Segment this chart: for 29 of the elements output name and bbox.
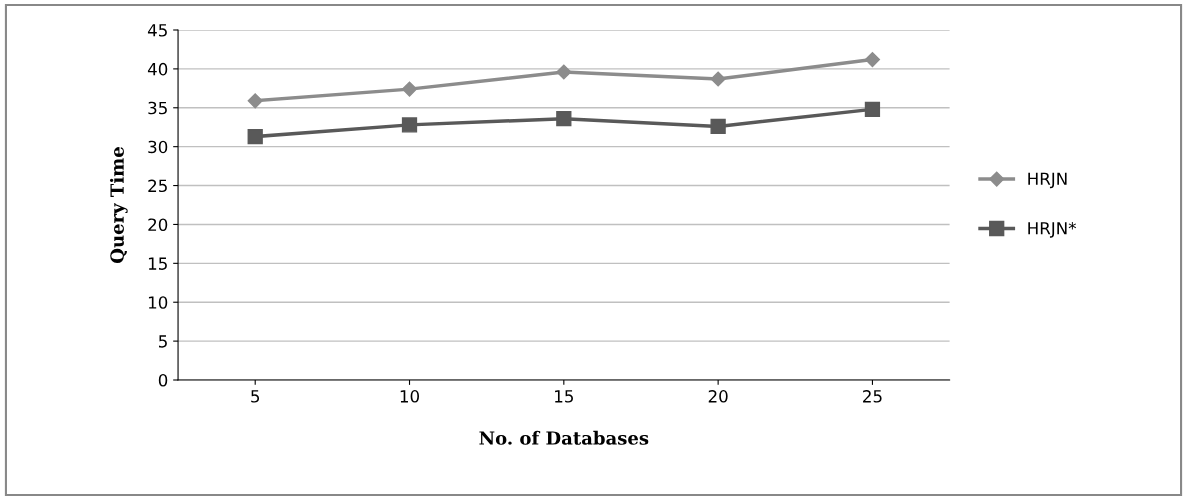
point	[401, 81, 418, 97]
y-tick-label: 15	[148, 257, 167, 270]
point	[710, 118, 726, 135]
x-axis-title: No. of Databases	[479, 430, 649, 445]
point	[710, 71, 726, 87]
legend-label: HRJN	[1028, 172, 1067, 189]
y-axis-title: Query Time	[109, 147, 128, 263]
y-tick-label: 20	[148, 218, 168, 232]
point	[864, 101, 881, 117]
y-tick-label: 30	[148, 140, 168, 154]
y-tick-label: 45	[147, 24, 167, 37]
y-tick-label: 35	[148, 101, 167, 115]
x-tick-label: 25	[863, 390, 882, 403]
point	[556, 64, 572, 80]
point	[556, 111, 572, 127]
y-tick-label: 25	[148, 179, 167, 193]
point	[401, 117, 418, 133]
x-tick-label: 5	[251, 390, 260, 403]
legend-label: HRJN*	[1028, 221, 1077, 238]
x-tick-label: 10	[400, 390, 420, 403]
y-tick-label: 40	[147, 62, 168, 76]
x-tick-label: 20	[708, 390, 728, 403]
y-tick-label: 10	[148, 296, 168, 309]
point	[247, 93, 263, 109]
point	[247, 128, 263, 145]
point	[864, 51, 881, 68]
x-tick-label: 15	[555, 390, 573, 403]
y-tick-label: 0	[158, 373, 168, 387]
y-tick-label: 5	[159, 335, 167, 348]
